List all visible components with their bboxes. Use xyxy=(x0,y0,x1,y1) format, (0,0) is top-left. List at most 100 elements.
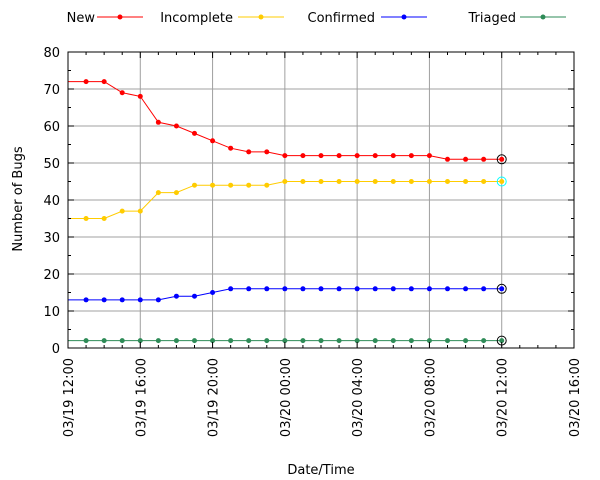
x-tick-label: 03/20 16:00 xyxy=(568,358,583,437)
legend: New Incomplete Confirmed Triaged xyxy=(67,11,566,26)
data-point-triaged xyxy=(354,338,360,344)
data-point-confirmed xyxy=(192,293,197,299)
y-tick-label: 60 xyxy=(43,120,60,135)
data-point-triaged xyxy=(83,338,89,344)
data-point-incomplete xyxy=(390,179,396,184)
data-point-incomplete xyxy=(83,216,89,221)
data-point-new xyxy=(463,156,469,162)
data-point-new xyxy=(499,156,505,162)
data-point-new xyxy=(210,138,216,144)
data-point-new xyxy=(318,153,324,159)
data-point-new xyxy=(246,149,252,155)
legend-marker-incomplete xyxy=(258,14,264,20)
series-end-marker-confirmed xyxy=(496,283,507,294)
data-point-new xyxy=(372,153,378,159)
data-point-new xyxy=(264,149,270,155)
legend-label-triaged: Triaged xyxy=(468,11,516,26)
data-point-new xyxy=(408,153,414,159)
y-tick-label: 20 xyxy=(43,268,60,283)
data-point-triaged xyxy=(372,338,378,344)
series-end-marker-new xyxy=(496,154,507,165)
data-point-triaged xyxy=(445,338,450,344)
data-point-new xyxy=(83,79,89,85)
legend-entry-incomplete: Incomplete xyxy=(160,11,284,26)
x-tick-label: 03/19 20:00 xyxy=(207,358,222,437)
data-point-new xyxy=(354,153,360,159)
data-point-incomplete xyxy=(282,179,288,184)
y-tick-label: 40 xyxy=(43,194,60,209)
data-point-incomplete xyxy=(445,179,450,184)
x-tick-label: 03/19 12:00 xyxy=(62,358,77,437)
y-tick-label: 10 xyxy=(43,305,60,320)
data-point-triaged xyxy=(137,338,143,344)
data-point-confirmed xyxy=(282,286,288,292)
data-point-triaged xyxy=(499,338,505,344)
data-point-triaged xyxy=(300,338,306,344)
legend-marker-new xyxy=(117,14,123,20)
data-point-incomplete xyxy=(246,182,252,188)
data-point-incomplete xyxy=(336,179,342,184)
legend-entry-triaged: Triaged xyxy=(468,11,566,26)
data-point-triaged xyxy=(481,338,487,344)
x-tick-label: 03/20 04:00 xyxy=(351,358,366,437)
data-point-triaged xyxy=(246,338,252,344)
x-tick-label: 03/20 08:00 xyxy=(423,358,438,437)
legend-marker-triaged xyxy=(540,14,546,20)
data-point-new xyxy=(282,153,288,159)
data-point-triaged xyxy=(264,338,270,344)
data-point-confirmed xyxy=(300,286,306,292)
data-point-new xyxy=(101,79,107,85)
ticks: 0 10 20 30 40 50 60 70 80 03/19 12:00 03/19 16:00 0… xyxy=(43,46,583,437)
data-point-incomplete xyxy=(481,179,487,184)
data-point-new xyxy=(336,153,342,159)
data-point-incomplete xyxy=(210,182,216,188)
data-point-incomplete xyxy=(137,208,143,214)
legend-label-confirmed: Confirmed xyxy=(308,11,376,26)
data-point-triaged xyxy=(318,338,324,344)
data-point-incomplete xyxy=(192,182,197,188)
y-axis-title: Number of Bugs xyxy=(11,146,26,251)
data-point-incomplete xyxy=(300,179,306,184)
data-point-confirmed xyxy=(426,286,432,292)
data-point-new xyxy=(390,153,396,159)
data-point-incomplete xyxy=(499,179,505,184)
data-point-confirmed xyxy=(499,286,505,292)
series-confirmed xyxy=(68,283,507,303)
data-point-confirmed xyxy=(246,286,252,292)
legend-label-new: New xyxy=(67,11,96,26)
data-point-new xyxy=(137,93,143,99)
data-point-confirmed xyxy=(390,286,396,292)
data-point-confirmed xyxy=(372,286,378,292)
y-tick-label: 30 xyxy=(43,231,60,246)
x-tick-label: 03/20 12:00 xyxy=(496,358,511,437)
data-point-incomplete xyxy=(155,190,161,196)
data-point-incomplete xyxy=(101,216,107,221)
data-point-incomplete xyxy=(426,179,432,184)
data-point-incomplete xyxy=(173,190,179,196)
data-point-confirmed xyxy=(83,297,89,303)
data-point-incomplete xyxy=(372,179,378,184)
data-point-new xyxy=(300,153,306,159)
series-layer xyxy=(68,79,507,346)
data-point-incomplete xyxy=(408,179,414,184)
data-point-triaged xyxy=(192,338,197,344)
data-point-confirmed xyxy=(119,297,125,303)
data-point-triaged xyxy=(282,338,288,344)
data-point-confirmed xyxy=(137,297,143,303)
y-tick-label: 0 xyxy=(52,342,60,357)
data-point-incomplete xyxy=(463,179,469,184)
data-point-triaged xyxy=(408,338,414,344)
data-point-confirmed xyxy=(173,293,179,299)
x-tick-label: 03/19 16:00 xyxy=(134,358,149,437)
data-point-triaged xyxy=(336,338,342,344)
data-point-confirmed xyxy=(408,286,414,292)
data-point-confirmed xyxy=(210,290,216,295)
data-point-confirmed xyxy=(228,286,234,292)
data-point-new xyxy=(426,153,432,159)
grid xyxy=(68,52,574,348)
data-point-new xyxy=(481,156,487,162)
legend-marker-confirmed xyxy=(401,14,407,20)
data-point-incomplete xyxy=(264,182,270,188)
data-point-triaged xyxy=(119,338,125,344)
